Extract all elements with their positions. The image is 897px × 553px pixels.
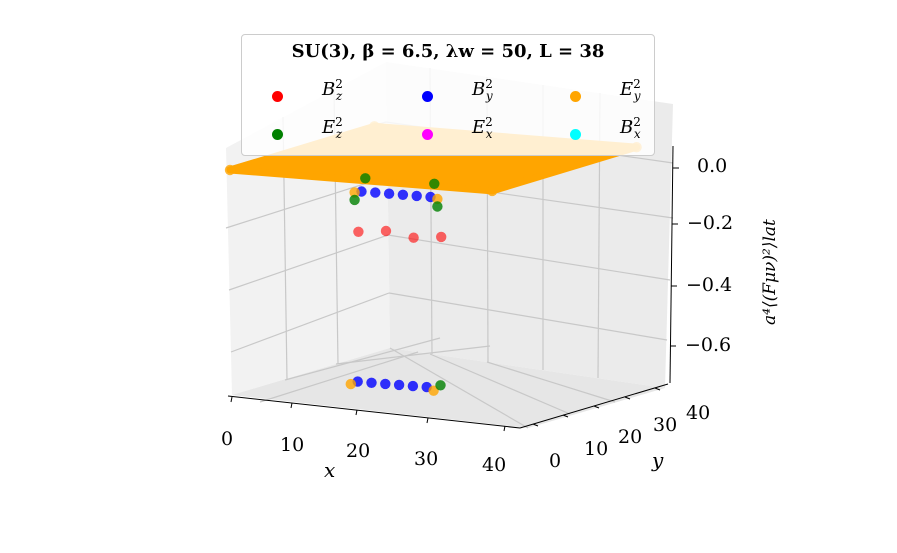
- data-point-ey2: [345, 378, 356, 390]
- z-tick-label: −0.4: [686, 274, 733, 296]
- x-axis-line: [227, 395, 521, 429]
- legend-label: E2z: [322, 115, 343, 141]
- data-point-ez2: [360, 173, 371, 184]
- data-point-by2: [366, 377, 377, 388]
- legend-label: E2y: [620, 77, 641, 103]
- data-point-ez2: [349, 194, 360, 206]
- data-point-ez2: [429, 178, 440, 189]
- data-point-bz2: [380, 225, 392, 237]
- legend-title: SU(3), β = 6.5, λw = 50, L = 38: [291, 41, 605, 62]
- z-tick-label: −0.6: [685, 334, 732, 356]
- x-axis-label: x: [324, 458, 336, 482]
- y-tick-label: 0: [549, 450, 562, 472]
- x-tick-label: 10: [280, 434, 305, 456]
- data-point-bz2: [436, 231, 447, 243]
- y-tick-label: 40: [686, 402, 711, 424]
- x-tick-label: 20: [346, 440, 371, 462]
- y-axis-label: y: [652, 448, 664, 472]
- legend-marker: [422, 91, 433, 102]
- legend: SU(3), β = 6.5, λw = 50, L = 38 B2z B2y E2…: [241, 34, 655, 156]
- z-axis-label: a⁴⟨(Fμν)²⟩lat: [760, 219, 780, 325]
- legend-marker: [422, 129, 433, 140]
- legend-label: B2x: [620, 115, 641, 141]
- legend-marker: [570, 91, 581, 102]
- z-tick-label: −0.2: [687, 212, 734, 234]
- data-point-ez2: [435, 380, 446, 391]
- legend-marker: [272, 91, 283, 102]
- data-point-ey2: [349, 187, 360, 198]
- data-point-ez2: [432, 201, 443, 212]
- x-tick-label: 0: [221, 428, 234, 450]
- data-point-by2: [370, 187, 381, 198]
- y-tick-label: 10: [584, 438, 609, 460]
- data-point-by2: [411, 190, 422, 202]
- data-point-bz2: [408, 232, 419, 243]
- data-point-ey2: [224, 164, 236, 176]
- x-tick-label: 40: [482, 454, 507, 476]
- y-tick-label: 20: [618, 426, 643, 448]
- data-point-by2: [393, 379, 405, 391]
- x-tick-label: 30: [414, 448, 439, 470]
- z-axis-line: [669, 145, 674, 384]
- data-point-bz2: [353, 226, 364, 237]
- data-point-ey2: [487, 185, 498, 197]
- data-point-by2: [397, 189, 409, 200]
- axis-ticks: [230, 167, 679, 432]
- data-point-by2: [407, 380, 419, 392]
- y-tick-label: 30: [653, 414, 678, 436]
- data-point-ey2: [432, 193, 443, 205]
- legend-marker: [570, 129, 581, 140]
- data-point-by2: [383, 188, 395, 199]
- legend-label: E2x: [472, 115, 493, 141]
- legend-marker: [272, 129, 283, 140]
- data-point-by2: [380, 378, 391, 390]
- legend-label: B2y: [472, 77, 493, 103]
- legend-label: B2z: [322, 77, 343, 103]
- z-tick-label: 0.0: [697, 155, 728, 177]
